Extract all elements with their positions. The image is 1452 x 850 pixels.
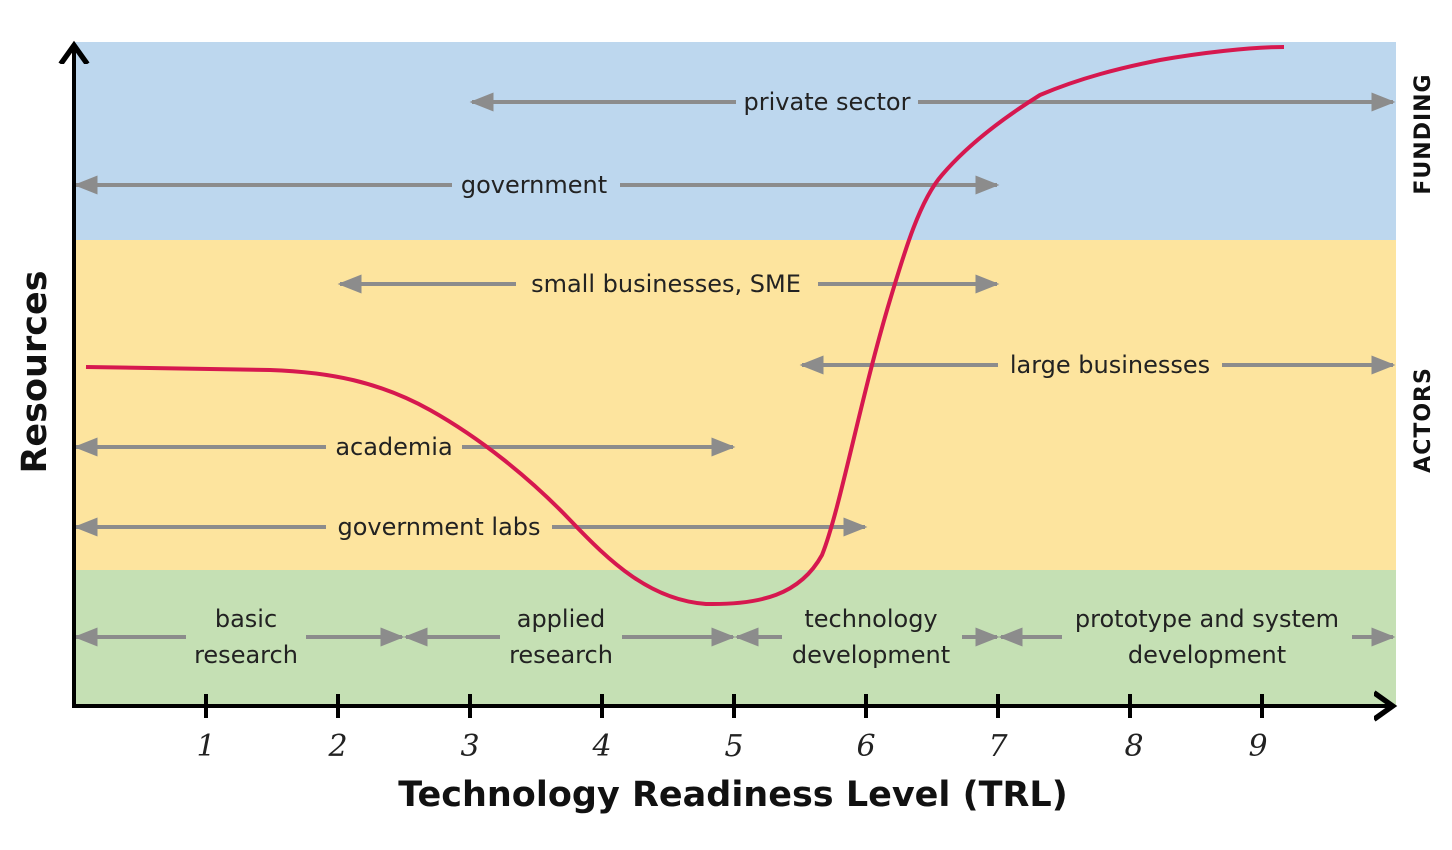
sme-arrow: small businesses, SME	[337, 270, 1000, 298]
private-sector-label: private sector	[744, 88, 911, 116]
tick-label-4: 4	[591, 729, 611, 764]
technology-development-label-1: technology	[804, 605, 937, 633]
government-label: government	[461, 171, 607, 199]
funding-band	[74, 42, 1396, 240]
applied-research-arrow: applied research	[403, 605, 736, 669]
technology-development-arrow: technology development	[734, 605, 1000, 669]
prototype-development-arrow: prototype and system development	[998, 605, 1396, 669]
tick-label-1: 1	[196, 729, 215, 764]
resources-curve	[85, 45, 1285, 607]
applied-research-label-2: research	[509, 641, 613, 669]
funding-side-label: FUNDING	[1411, 73, 1436, 194]
applied-research-label-1: applied	[517, 605, 606, 633]
stages-band	[74, 570, 1396, 706]
x-axis-title: Technology Readiness Level (TRL)	[398, 775, 1067, 815]
private-sector-arrow: private sector	[469, 88, 1396, 116]
tick-label-8: 8	[1124, 729, 1143, 764]
sme-label: small businesses, SME	[531, 270, 801, 298]
basic-research-label-2: research	[194, 641, 298, 669]
government-labs-arrow: government labs	[73, 513, 868, 541]
tick-label-3: 3	[460, 729, 479, 764]
prototype-development-label-1: prototype and system	[1075, 605, 1339, 633]
basic-research-label-1: basic	[215, 605, 277, 633]
tick-label-7: 7	[988, 729, 1008, 764]
y-axis-title: Resources	[15, 270, 55, 473]
actors-band	[74, 240, 1396, 570]
technology-development-label-2: development	[792, 641, 950, 669]
prototype-development-label-2: development	[1128, 641, 1286, 669]
academia-label: academia	[335, 433, 452, 461]
government-labs-label: government labs	[337, 513, 540, 541]
tick-label-6: 6	[856, 729, 875, 764]
tick-label-2: 2	[327, 729, 347, 764]
large-businesses-arrow: large businesses	[799, 351, 1396, 379]
basic-research-arrow: basic research	[73, 605, 405, 669]
academia-arrow: academia	[73, 433, 736, 461]
x-axis-tick-labels: 1 2 3 4 5 6 7 8 9	[196, 729, 1267, 764]
large-businesses-label: large businesses	[1010, 351, 1210, 379]
tick-label-5: 5	[724, 729, 743, 764]
actors-side-label: ACTORS	[1411, 367, 1436, 473]
tick-label-9: 9	[1248, 729, 1267, 764]
x-axis-ticks	[204, 694, 1264, 718]
